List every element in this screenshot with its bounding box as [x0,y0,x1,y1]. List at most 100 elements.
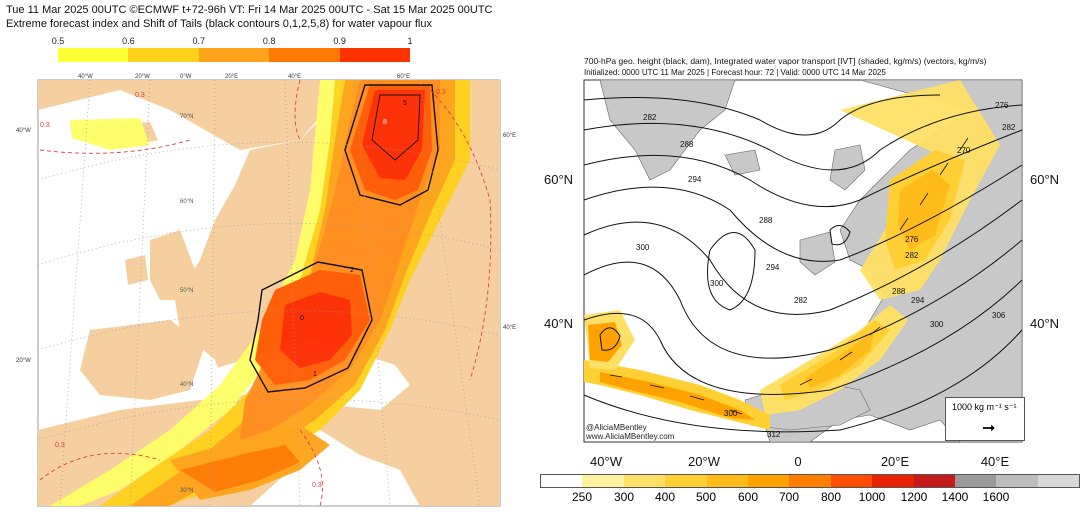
ivt-colorbar-seg [623,475,666,487]
ivt-colorbar-seg [665,475,707,487]
ivt-height-label: 294 [911,296,925,305]
efi-sot-label: 5 [403,100,407,107]
ivt-colorbar [540,474,1080,488]
efi-side-label: 20°W [16,358,31,364]
ivt-panel: 700-hPa geo. height (black, dam), Integr… [540,0,1080,526]
efi-contour-label: 0.3 [40,122,50,129]
ivt-lon-label: 0 [794,454,802,469]
efi-tick: 1 [407,36,413,46]
efi-contour-label: 0.3 [436,89,446,96]
efi-contour-label: 0.3 [55,442,65,449]
ivt-colorbar-seg [872,475,914,487]
efi-colorbar [58,48,410,62]
efi-lat-label: 60°N [180,199,193,205]
efi-side-label: 40°E [503,325,516,331]
efi-lon-label: 60°E [397,74,410,80]
ivt-lat-right-40: 40°N [1030,316,1060,331]
efi-tick: 0.6 [122,36,135,46]
efi-colorbar-ticks: 0.5 0.6 0.7 0.8 0.9 1 [52,36,413,48]
ivt-height-label: 288 [892,287,906,296]
efi-colorbar-seg [339,48,410,62]
efi-tick: 0.8 [262,36,276,46]
ivt-height-label: 300 [930,320,944,329]
efi-contour-label: 0.3 [312,482,322,489]
ivt-colorbar-seg [747,475,790,487]
ivt-height-label: 294 [766,263,780,272]
ivt-colorbar-seg [789,475,831,487]
efi-side-label: 60°E [503,133,516,139]
efi-map: 40°W 20°W 0°W 20°E 40°E 60°E 70°N 60°N 5… [16,74,516,507]
efi-lat-label: 30°N [180,488,193,494]
ivt-map: 282 288 294 300 288 282 294 300 276 282 … [583,79,1023,443]
arrow-right-icon: ➞ [982,420,996,437]
ivt-colorbar-seg [541,475,583,487]
efi-lat-label: 70°N [180,114,193,120]
efi-tick: 0.5 [51,36,65,46]
ivt-height-label: 288 [759,216,773,225]
ivt-height-label: 282 [905,251,919,260]
ivt-colorbar-seg [996,475,1038,487]
ivt-height-label: 276 [905,235,919,244]
ivt-colorbar-seg [706,475,748,487]
ivt-header-line1: 700-hPa geo. height (black, dam), Integr… [584,56,987,66]
ivt-lat-right-60: 60°N [1030,172,1060,187]
ivt-height-label: 300 [636,243,650,252]
ivt-height-label: 300 [724,409,738,418]
efi-tick: 0.7 [192,36,206,46]
efi-panel: Tue 11 Mar 2025 00UTC ©ECMWF t+72-96h VT… [6,4,516,507]
efi-lat-label: 40°N [180,382,193,388]
ivt-colorbar-seg [582,475,624,487]
ivt-tick: 600 [737,490,759,504]
ivt-colorbar-seg [830,475,873,487]
efi-lon-label: 20°E [225,74,238,80]
ivt-header-line2: Initialized: 0000 UTC 11 Mar 2025 | Fore… [584,68,886,77]
ivt-tick: 1000 [858,490,886,504]
efi-sot-label: 2 [350,267,354,274]
ivt-tick: 500 [695,490,717,504]
ivt-tick: 800 [820,490,842,504]
efi-contour-label: 0.3 [135,92,145,99]
ivt-height-label: 294 [688,175,702,184]
ivt-lon-label: 40°W [590,454,622,469]
ivt-height-label: 312 [767,430,781,439]
ivt-tick: 400 [654,490,676,504]
ivt-tick: 1600 [982,490,1010,504]
ivt-lon-label: 20°E [880,454,910,469]
ivt-height-label: 306 [992,311,1006,320]
ivt-height-label: 276 [995,101,1009,110]
ivt-colorbar-seg [1037,475,1080,487]
ivt-height-label: 282 [643,113,657,122]
efi-colorbar-seg [58,48,129,62]
ivt-lon-label: 40°E [980,454,1010,469]
efi-sot-label: 8 [383,119,387,126]
efi-lat-label: 50°N [180,288,193,294]
efi-lon-label: 40°W [78,74,93,80]
efi-header-line1: Tue 11 Mar 2025 00UTC ©ECMWF t+72-96h VT… [6,4,493,16]
ivt-height-label: 270 [957,146,971,155]
ivt-tick: 1200 [900,490,928,504]
ivt-vector-legend: 1000 kg m⁻¹ s⁻¹ ➞ [945,397,1025,441]
ivt-tick: 700 [778,490,800,504]
ivt-vector-legend-label: 1000 kg m⁻¹ s⁻¹ [952,402,1017,412]
ivt-lon-label: 20°W [688,454,720,469]
ivt-height-label: 300 [710,279,724,288]
ivt-tick: 300 [613,490,635,504]
ivt-height-label: 282 [1002,123,1016,132]
efi-lon-label: 20°W [135,74,150,80]
ivt-lat-left-60: 60°N [544,172,574,187]
ivt-colorbar-ticks: 250 300 400 500 600 700 800 1000 1200 14… [540,490,1080,506]
efi-side-label: 40°W [16,128,31,134]
efi-colorbar-seg [198,48,270,62]
efi-sot-label: 1 [313,371,317,378]
ivt-credit-line1: @AliciaMBentley [586,423,647,432]
ivt-colorbar-seg [954,475,997,487]
ivt-colorbar-seg [913,475,955,487]
efi-sot-label: 0 [300,315,304,322]
ivt-credit-line2: www.AliciaMBentley.com [586,432,675,441]
efi-tick: 0.9 [333,36,346,46]
efi-lon-label: 40°E [288,74,301,80]
ivt-height-label: 282 [794,296,808,305]
efi-colorbar-seg [128,48,199,62]
ivt-lat-left-40: 40°N [544,316,574,331]
efi-header-line2: Extreme forecast index and Shift of Tail… [6,18,432,30]
